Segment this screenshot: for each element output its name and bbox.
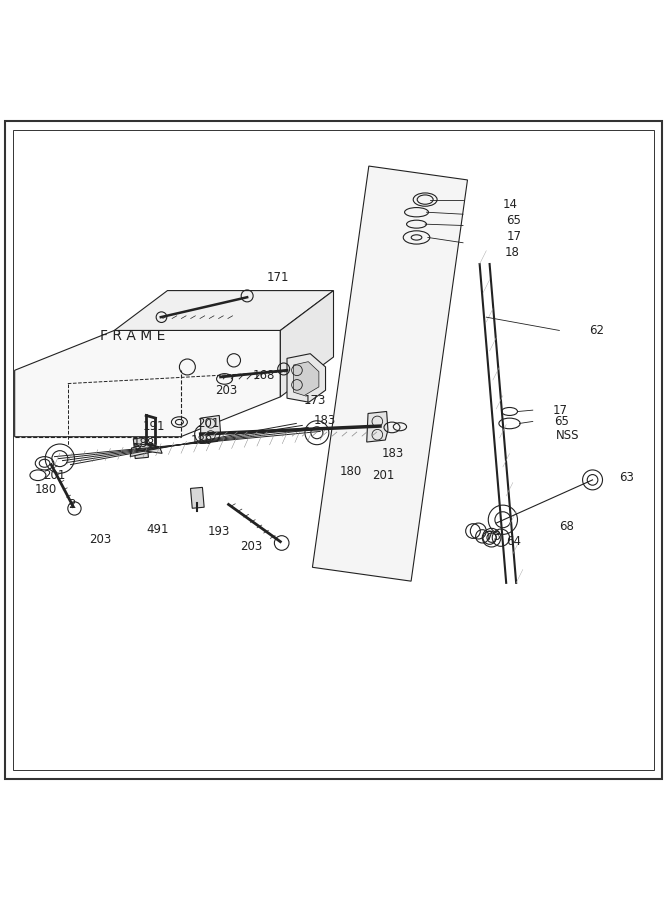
Text: 73: 73 xyxy=(486,530,501,543)
Text: 17: 17 xyxy=(553,403,568,417)
Text: 203: 203 xyxy=(241,540,263,553)
Polygon shape xyxy=(134,444,162,454)
Polygon shape xyxy=(312,166,468,581)
Text: 201: 201 xyxy=(197,417,219,430)
Polygon shape xyxy=(201,416,221,444)
Text: 168: 168 xyxy=(253,369,275,382)
Text: 63: 63 xyxy=(619,472,634,484)
Text: NSS: NSS xyxy=(556,429,580,442)
Text: 180: 180 xyxy=(35,483,57,497)
Text: 64: 64 xyxy=(506,536,521,548)
Text: 201: 201 xyxy=(43,469,65,482)
Text: 14: 14 xyxy=(503,198,518,211)
Text: 183: 183 xyxy=(382,446,404,460)
Polygon shape xyxy=(133,437,149,459)
Polygon shape xyxy=(280,291,334,397)
Text: 2: 2 xyxy=(68,498,75,511)
Text: 65: 65 xyxy=(506,214,521,228)
Polygon shape xyxy=(134,444,141,450)
Text: 491: 491 xyxy=(146,523,169,536)
Polygon shape xyxy=(367,411,388,442)
Polygon shape xyxy=(15,330,280,436)
Text: 173: 173 xyxy=(303,393,326,407)
Text: 18: 18 xyxy=(505,246,520,258)
Polygon shape xyxy=(114,291,334,330)
Text: 203: 203 xyxy=(89,533,111,546)
Text: F R A M E: F R A M E xyxy=(99,328,165,343)
Polygon shape xyxy=(287,354,325,402)
Text: 171: 171 xyxy=(267,271,289,284)
Text: 201: 201 xyxy=(372,469,394,482)
Text: 188: 188 xyxy=(133,436,155,450)
Polygon shape xyxy=(293,362,319,395)
Polygon shape xyxy=(130,444,153,456)
Text: 180: 180 xyxy=(340,464,362,478)
Text: 193: 193 xyxy=(207,525,229,537)
Text: 203: 203 xyxy=(215,383,237,397)
Text: 65: 65 xyxy=(554,415,569,428)
Text: 180: 180 xyxy=(191,434,213,446)
Text: 183: 183 xyxy=(313,414,336,427)
Text: 62: 62 xyxy=(589,324,604,337)
Text: 68: 68 xyxy=(560,520,574,533)
Text: 17: 17 xyxy=(506,230,521,243)
Text: 191: 191 xyxy=(143,420,165,433)
Polygon shape xyxy=(191,488,204,508)
